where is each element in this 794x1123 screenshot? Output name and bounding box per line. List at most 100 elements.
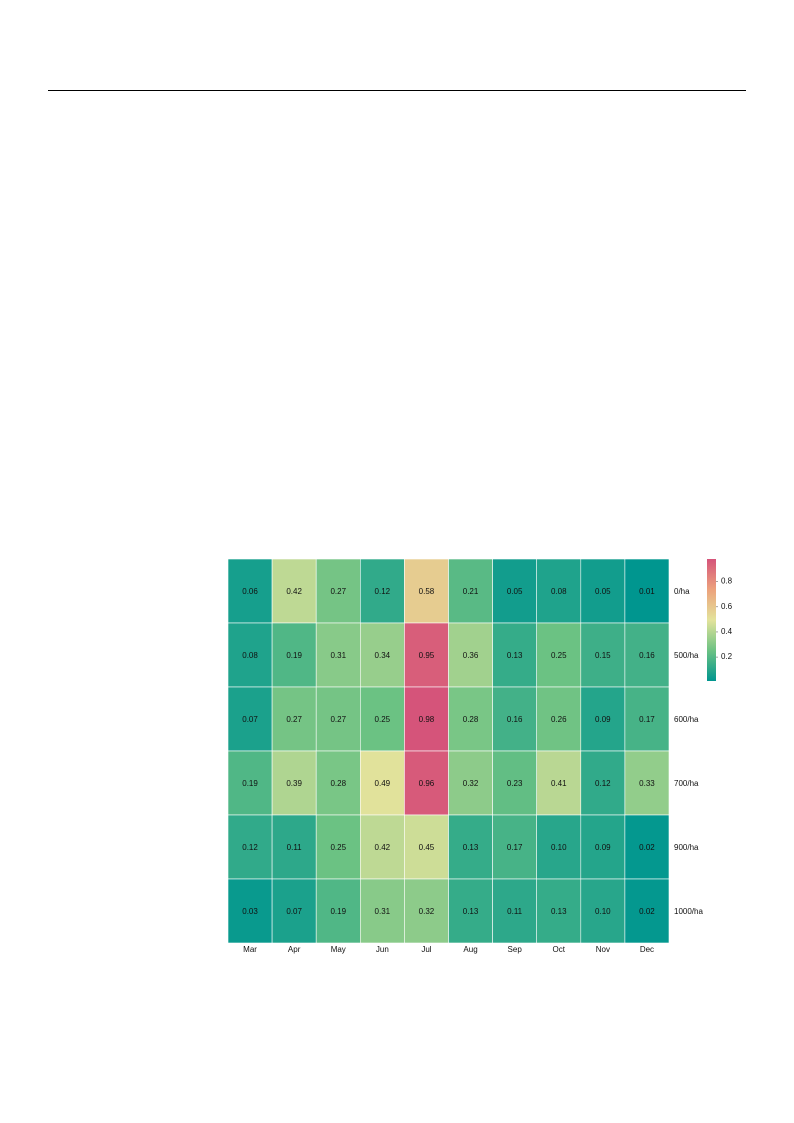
cell-label: 0.10 — [595, 907, 611, 916]
heatmap-cell — [624, 686, 670, 752]
heatmap-cell — [448, 878, 493, 944]
heatmap-cell — [492, 878, 538, 944]
cell-label: 0.09 — [595, 843, 611, 852]
cell-label: 0.19 — [242, 779, 258, 788]
row-label: 700/ha — [674, 779, 699, 788]
heatmap-cell — [624, 814, 670, 880]
row-label: 1000/ha — [674, 907, 703, 916]
cell-label: 0.16 — [507, 715, 523, 724]
cell-label: 0.28 — [463, 715, 479, 724]
cell-label: 0.23 — [507, 779, 523, 788]
cell-label: 0.02 — [639, 843, 655, 852]
cell-label: 0.58 — [419, 587, 435, 596]
heatmap-cell — [536, 814, 582, 880]
heatmap-cell — [580, 622, 626, 688]
cell-label: 0.41 — [551, 779, 567, 788]
cell-label: 0.03 — [242, 907, 258, 916]
heatmap-cell — [580, 686, 626, 752]
heatmap-cell — [227, 622, 273, 688]
heatmap-cell — [359, 750, 405, 816]
colorbar-tick-label: 0.8 — [721, 577, 733, 586]
cell-label: 0.49 — [375, 779, 391, 788]
cell-label: 0.05 — [507, 587, 523, 596]
heatmap-cell — [492, 686, 538, 752]
cell-label: 0.13 — [463, 907, 479, 916]
cell-label: 0.13 — [551, 907, 567, 916]
cell-label: 0.11 — [287, 843, 303, 852]
cell-label: 0.45 — [419, 843, 435, 852]
colorbar-tick-label: 0.2 — [721, 652, 733, 661]
heatmap-cell — [404, 622, 449, 688]
heatmap-cell — [404, 750, 449, 816]
cell-label: 0.31 — [330, 651, 346, 660]
cell-label: 0.28 — [330, 779, 346, 788]
cell-label: 0.10 — [551, 843, 567, 852]
cell-label: 0.96 — [419, 779, 435, 788]
x-tick-label: Mar — [243, 945, 257, 954]
heatmap-cell — [227, 878, 273, 944]
cell-label: 0.19 — [330, 907, 346, 916]
cell-label: 0.17 — [507, 843, 523, 852]
heatmap-cell — [271, 750, 317, 816]
cell-label: 0.27 — [286, 715, 302, 724]
heatmap-cell — [315, 878, 361, 944]
cell-label: 0.12 — [375, 587, 391, 596]
cell-label: 0.05 — [595, 587, 611, 596]
x-tick-label: Jul — [421, 945, 431, 954]
cell-label: 0.36 — [463, 651, 479, 660]
cell-label: 0.11 — [507, 907, 523, 916]
heatmap-cell — [536, 878, 582, 944]
cell-label: 0.15 — [595, 651, 611, 660]
row-label: 500/ha — [674, 651, 699, 660]
heatmap-cell — [271, 878, 317, 944]
colorbar — [707, 559, 716, 681]
cell-label: 0.12 — [242, 843, 258, 852]
cell-label: 0.42 — [375, 843, 391, 852]
cell-label: 0.32 — [419, 907, 435, 916]
cell-label: 0.34 — [375, 651, 391, 660]
row-label: 600/ha — [674, 715, 699, 724]
heatmap-cell — [536, 558, 582, 624]
heatmap-cell — [271, 686, 317, 752]
cell-label: 0.19 — [286, 651, 302, 660]
cell-label: 0.31 — [375, 907, 391, 916]
cell-label: 0.98 — [419, 715, 435, 724]
cell-label: 0.06 — [242, 587, 258, 596]
cell-label: 0.21 — [463, 587, 479, 596]
cell-label: 0.39 — [286, 779, 302, 788]
cell-label: 0.42 — [286, 587, 302, 596]
heatmap-cell — [315, 686, 361, 752]
cell-label: 0.09 — [595, 715, 611, 724]
heatmap-cell — [359, 622, 405, 688]
heatmap-cell — [315, 622, 361, 688]
cell-label: 0.02 — [639, 907, 655, 916]
cell-label: 0.32 — [463, 779, 479, 788]
heatmap-cell — [580, 878, 626, 944]
cell-label: 0.08 — [242, 651, 258, 660]
cell-label: 0.27 — [330, 715, 346, 724]
cell-label: 0.16 — [639, 651, 655, 660]
x-tick-label: Nov — [596, 945, 610, 954]
x-tick-label: Dec — [640, 945, 654, 954]
cell-label: 0.25 — [375, 715, 391, 724]
x-tick-label: Sep — [508, 945, 523, 954]
heatmap-cell — [359, 814, 405, 880]
x-tick-label: Jun — [376, 945, 389, 954]
cell-label: 0.95 — [419, 651, 435, 660]
row-label: 900/ha — [674, 843, 699, 852]
cell-label: 0.12 — [595, 779, 611, 788]
heatmap-cell — [448, 750, 493, 816]
cell-label: 0.17 — [639, 715, 655, 724]
cell-label: 0.25 — [551, 651, 567, 660]
colorbar-tick-label: 0.4 — [721, 627, 733, 636]
heatmap-cell — [580, 558, 626, 624]
cell-label: 0.01 — [639, 587, 655, 596]
cell-label: 0.33 — [639, 779, 655, 788]
x-tick-label: Oct — [553, 945, 566, 954]
heatmap-cell — [448, 686, 493, 752]
heatmap-cell — [271, 622, 317, 688]
row-label: 0/ha — [674, 587, 690, 596]
heatmap-cell — [624, 558, 670, 624]
cell-label: 0.26 — [551, 715, 567, 724]
